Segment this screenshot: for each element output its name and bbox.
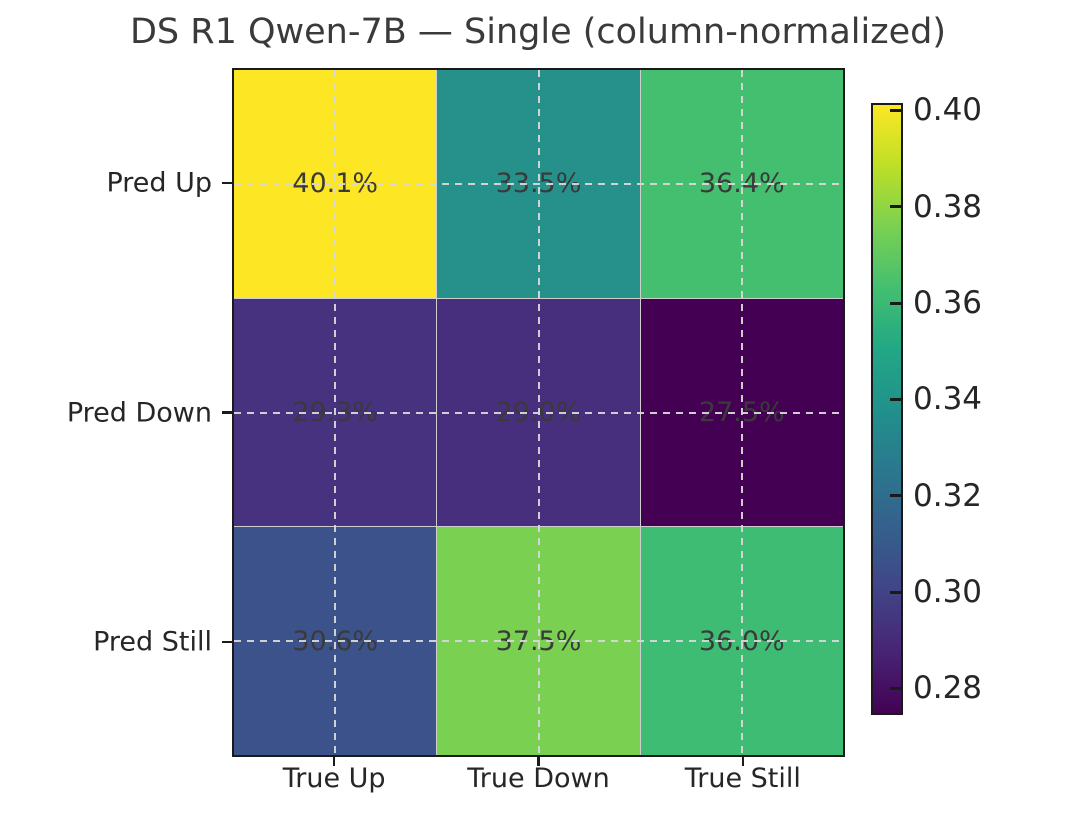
heatmap-cell: 40.1%	[234, 70, 437, 298]
row-label: Pred Still	[93, 626, 212, 658]
cell-value-label: 29.3%	[292, 396, 379, 428]
y-axis-tick	[222, 181, 232, 185]
colorbar-tick-label: 0.28	[913, 670, 983, 707]
colorbar-tick	[890, 686, 903, 690]
heatmap-cell: 27.5%	[640, 298, 843, 527]
heatmap-cell: 29.3%	[234, 298, 437, 527]
x-axis-labels: True Up True Down True Still	[232, 763, 845, 803]
colorbar-gradient	[871, 103, 903, 715]
colorbar-tick	[890, 301, 903, 305]
row-label: Pred Up	[106, 167, 212, 199]
colorbar-tick	[890, 494, 903, 498]
cell-value-label: 33.5%	[495, 168, 582, 200]
heatmap-cell: 36.0%	[640, 527, 843, 755]
colorbar-tick-label: 0.40	[913, 92, 983, 129]
heatmap-cell: 37.5%	[437, 527, 640, 755]
colorbar-tick-label: 0.30	[913, 574, 983, 611]
col-label: True Up	[282, 763, 386, 794]
heatmap-plot: 40.1% 33.5% 36.4% 29.3% 29.0% 27.5% 30.6% 37.5%…	[232, 68, 845, 757]
x-axis-tick	[332, 756, 336, 766]
colorbar-tick-label: 0.36	[913, 285, 983, 322]
cell-value-label: 36.0%	[698, 625, 785, 657]
heatmap-cell: 33.5%	[437, 70, 640, 298]
colorbar-tick-label: 0.34	[913, 381, 983, 418]
colorbar-tick	[890, 590, 903, 594]
cell-value-label: 27.5%	[698, 396, 785, 428]
heatmap-cell: 36.4%	[640, 70, 843, 298]
colorbar-tick	[890, 397, 903, 401]
col-label: True Down	[467, 763, 610, 794]
heatmap-cell: 30.6%	[234, 527, 437, 755]
colorbar-tick	[890, 108, 903, 112]
row-label: Pred Down	[66, 397, 212, 428]
x-axis-tick	[537, 756, 540, 766]
colorbar-tick	[890, 205, 903, 209]
cell-value-label: 30.6%	[292, 625, 379, 657]
heatmap-cell: 29.0%	[437, 298, 640, 527]
colorbar-tick-label: 0.32	[913, 477, 983, 514]
cell-value-label: 36.4%	[698, 168, 785, 200]
y-axis-tick	[222, 640, 232, 644]
y-axis-tick	[222, 411, 232, 414]
cell-value-label: 37.5%	[495, 625, 582, 657]
cell-value-label: 40.1%	[292, 168, 379, 200]
colorbar-tick-label: 0.38	[913, 188, 983, 225]
cell-value-label: 29.0%	[495, 396, 582, 428]
chart-title: DS R1 Qwen-7B — Single (column-normalize…	[129, 12, 947, 52]
heatmap-cell-grid: 40.1% 33.5% 36.4% 29.3% 29.0% 27.5% 30.6% 37.5%…	[234, 70, 843, 755]
x-axis-tick	[741, 756, 745, 766]
y-axis-labels: Pred Up Pred Down Pred Still	[0, 68, 222, 757]
col-label: True Still	[684, 763, 801, 794]
